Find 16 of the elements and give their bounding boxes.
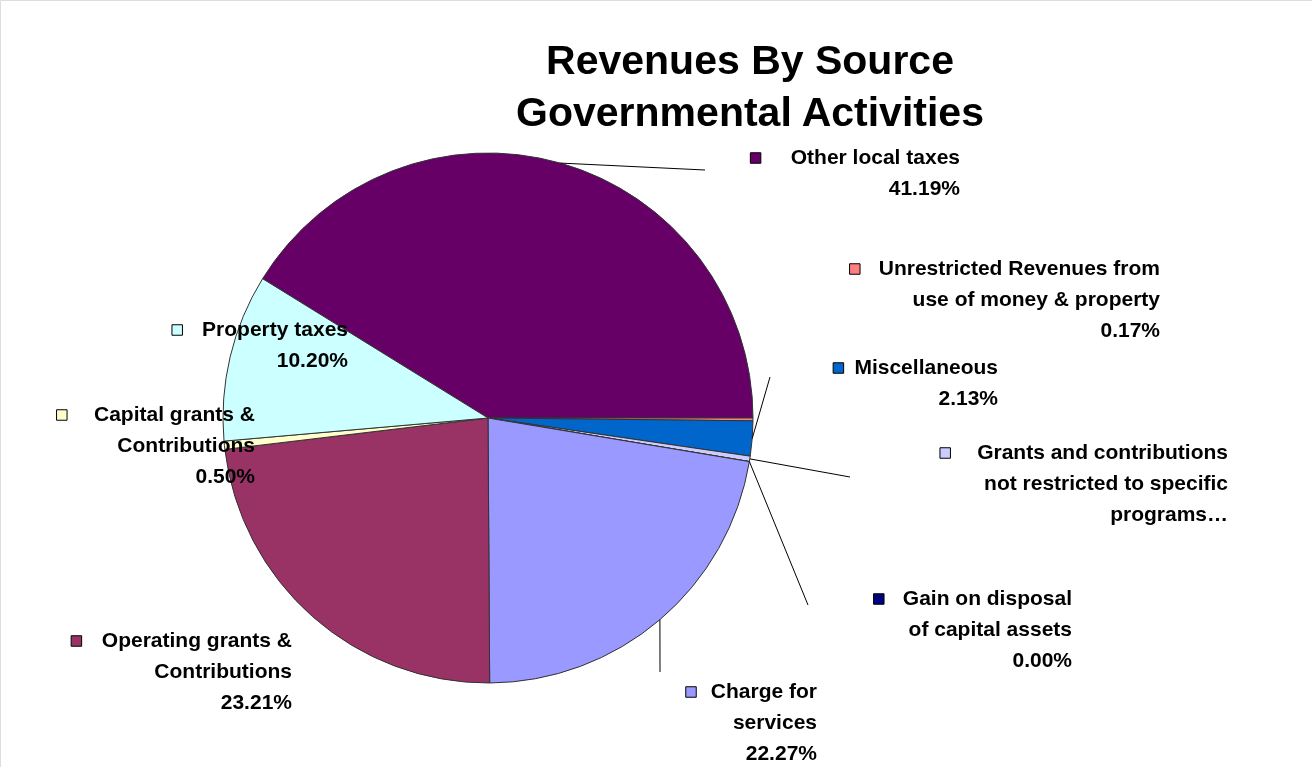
data-label: 10.20% [276,348,349,371]
data-label: 22.27% [745,741,818,764]
chart-title: Revenues By Source Governmental Activities [516,37,984,135]
legend-label: Gain on disposal of capital assets [902,586,1072,640]
legend-label: Operating grants & Contributions [101,628,292,682]
data-label: 41.19% [888,176,961,199]
data-label: 0.17% [1100,318,1161,341]
legend-label: Charge for services [710,679,817,733]
text: 0.00% [1012,648,1072,671]
legend-label: Property taxes [202,317,348,340]
legend-label: Miscellaneous [854,355,998,378]
legend-label: Other local taxes [790,145,960,168]
legend-label: Unrestricted Revenues from use of money & property [878,256,1161,310]
data-label: 2.13% [938,386,999,409]
legend-label: Grants and contributions not restricted to specific programs… [977,440,1229,525]
data-label: 23.21% [220,690,293,713]
